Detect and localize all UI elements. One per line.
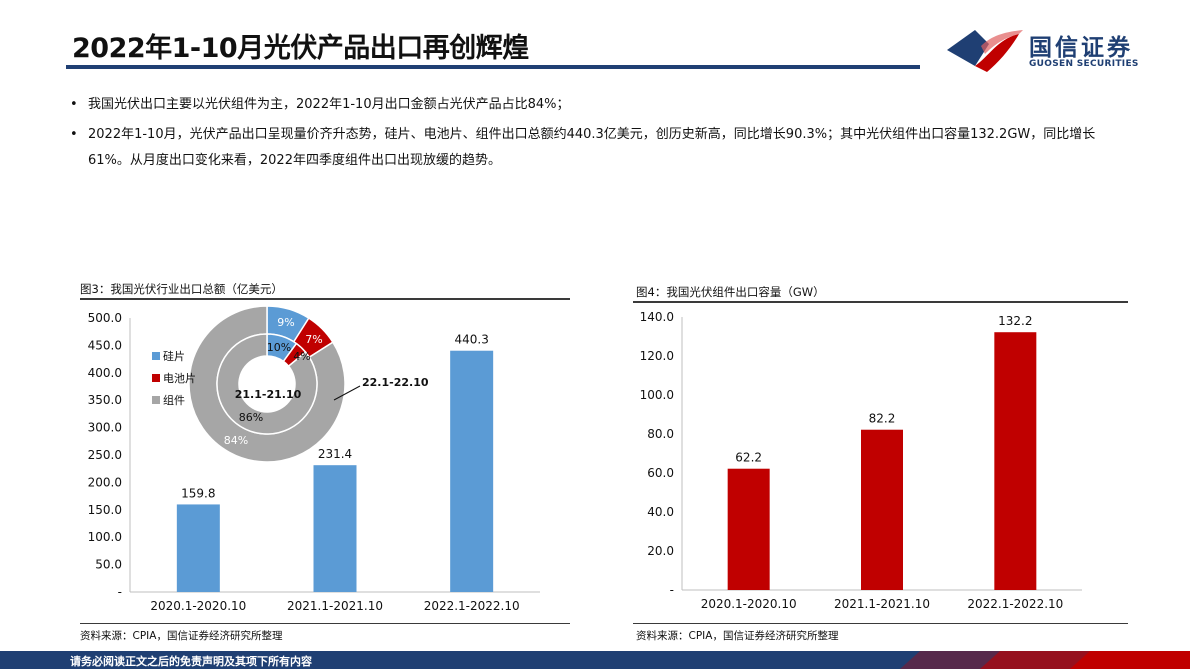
x-tick-label: 2022.1-2022.10 xyxy=(967,597,1063,611)
legend-label: 硅片 xyxy=(163,350,185,363)
x-tick-label: 2021.1-2021.10 xyxy=(287,599,383,613)
bullet-item: 我国光伏出口主要以光伏组件为主，2022年1-10月出口金额占光伏产品占比84%… xyxy=(70,92,1110,118)
chart3-title-rule xyxy=(80,298,570,300)
legend-swatch xyxy=(152,352,160,360)
company-logo: 国信证券 GUOSEN SECURITIES xyxy=(945,26,1145,74)
y-tick-label: 250.0 xyxy=(88,448,122,462)
y-tick-label: 500.0 xyxy=(88,311,122,325)
y-tick-label: 80.0 xyxy=(647,427,674,441)
y-tick-label: 100.0 xyxy=(640,388,674,402)
bar-value-label: 231.4 xyxy=(318,447,352,461)
chart4-bottom-rule xyxy=(633,623,1128,624)
y-tick-label: 300.0 xyxy=(88,421,122,435)
chart3-export-value: - 50.0 100.0 150.0 200.0 250.0 300.0 350.0 400.0… xyxy=(88,305,540,613)
chart3-title: 图3：我国光伏行业出口总额（亿美元） xyxy=(80,282,283,296)
chart4-source: 资料来源：CPIA，国信证券经济研究所整理 xyxy=(636,630,839,642)
y-tick-label: 120.0 xyxy=(640,349,674,363)
donut-slice-label: 84% xyxy=(224,434,248,447)
summary-bullets: 我国光伏出口主要以光伏组件为主，2022年1-10月出口金额占光伏产品占比84%… xyxy=(70,92,1110,178)
y-tick-label: - xyxy=(118,585,122,599)
bar-value-label: 440.3 xyxy=(454,333,488,347)
chart4-title: 图4：我国光伏组件出口容量（GW） xyxy=(636,285,825,299)
y-tick-label: 350.0 xyxy=(88,393,122,407)
y-tick-label: 20.0 xyxy=(647,544,674,558)
y-tick-label: 400.0 xyxy=(88,366,122,380)
y-tick-label: 150.0 xyxy=(88,503,122,517)
chart3-source: 资料来源：CPIA，国信证券经济研究所整理 xyxy=(80,630,283,642)
legend-label: 电池片 xyxy=(163,372,196,385)
y-tick-label: 60.0 xyxy=(647,466,674,480)
donut-slice-label: 9% xyxy=(277,316,294,329)
bar-value-label: 159.8 xyxy=(181,486,215,500)
y-tick-label: - xyxy=(670,583,674,597)
bar-value-label: 132.2 xyxy=(998,314,1032,328)
footer-bar: 请务必阅读正文之后的免责声明及其项下所有内容 xyxy=(0,651,1190,669)
chart4-title-rule xyxy=(633,301,1128,303)
bar xyxy=(176,504,220,592)
guosen-logo-icon xyxy=(947,30,1023,72)
legend-swatch xyxy=(152,374,160,382)
bar xyxy=(450,350,494,592)
legend-label: 组件 xyxy=(163,393,185,407)
logo-text-cn: 国信证券 xyxy=(1029,35,1133,61)
footer-disclaimer: 请务必阅读正文之后的免责声明及其项下所有内容 xyxy=(70,655,312,668)
donut-inner-ring-label: 21.1-21.10 xyxy=(235,388,302,401)
bar xyxy=(727,468,770,590)
footer-accent-icon xyxy=(900,651,1190,669)
donut-leader-line xyxy=(333,385,361,401)
y-tick-label: 50.0 xyxy=(95,558,122,572)
donut-slice-label: 86% xyxy=(239,411,263,424)
bar-value-label: 82.2 xyxy=(869,412,896,426)
chart4-module-capacity: - 20.0 40.0 60.0 80.0 100.0 120.0 140.0 62.2 2020… xyxy=(640,310,1082,611)
y-tick-label: 140.0 xyxy=(640,310,674,324)
x-tick-label: 2021.1-2021.10 xyxy=(834,597,930,611)
donut-outer-ring-label: 22.1-22.10 xyxy=(362,376,429,389)
x-tick-label: 2020.1-2020.10 xyxy=(150,599,246,613)
y-tick-label: 100.0 xyxy=(88,530,122,544)
donut-hole xyxy=(239,356,295,412)
donut-slice-label: 4% xyxy=(293,350,310,363)
bar xyxy=(861,429,903,590)
y-tick-label: 40.0 xyxy=(647,505,674,519)
bar-value-label: 62.2 xyxy=(735,451,762,465)
bullet-item: 2022年1-10月，光伏产品出口呈现量价齐升态势，硅片、电池片、组件出口总额约… xyxy=(70,122,1110,174)
legend-swatch xyxy=(152,396,160,404)
page-title: 2022年1-10月光伏产品出口再创辉煌 xyxy=(72,33,529,64)
logo-text-en: GUOSEN SECURITIES xyxy=(1029,59,1139,69)
y-tick-label: 450.0 xyxy=(88,338,122,352)
donut-slice-label: 7% xyxy=(305,333,322,346)
bar xyxy=(313,465,357,592)
y-tick-label: 200.0 xyxy=(88,475,122,489)
bar xyxy=(994,332,1037,590)
donut-slice-label: 10% xyxy=(267,341,291,354)
title-divider xyxy=(66,65,920,69)
chart3-bottom-rule xyxy=(80,623,570,624)
x-tick-label: 2022.1-2022.10 xyxy=(424,599,520,613)
x-tick-label: 2020.1-2020.10 xyxy=(701,597,797,611)
